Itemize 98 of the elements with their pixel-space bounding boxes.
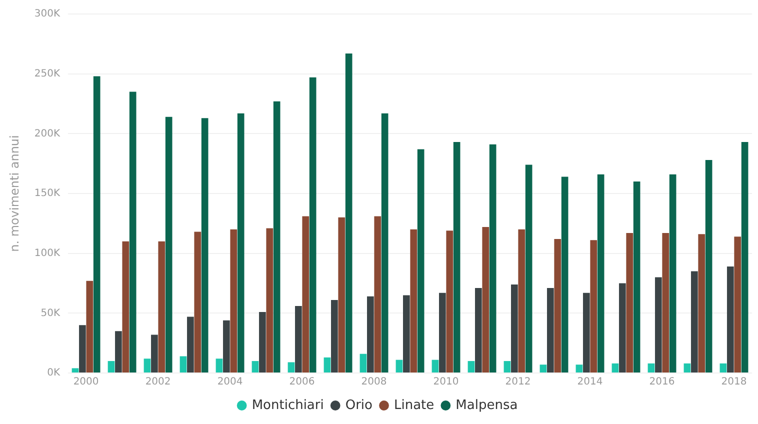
bar	[698, 234, 706, 372]
bar	[273, 101, 280, 372]
bar	[554, 238, 562, 372]
y-tick-label: 150K	[34, 188, 60, 200]
bar	[180, 356, 187, 372]
bar	[662, 232, 670, 372]
legend-label: Montichiari	[252, 398, 324, 413]
bar	[690, 271, 698, 372]
bar	[546, 288, 554, 372]
bar	[302, 216, 310, 372]
bar	[475, 288, 482, 372]
bar	[324, 357, 331, 372]
bar	[266, 228, 274, 372]
x-tick-label: 2016	[649, 376, 675, 388]
bar	[158, 241, 166, 372]
bar	[597, 174, 604, 372]
x-tick-label: 2012	[505, 376, 531, 388]
bar	[734, 236, 742, 372]
bar	[525, 164, 532, 372]
bar	[374, 216, 382, 372]
y-tick-label: 300K	[34, 8, 60, 20]
y-tick-label: 100K	[34, 248, 60, 259]
bar	[338, 217, 346, 372]
bar	[144, 358, 151, 372]
bar	[331, 300, 338, 372]
bar	[122, 241, 130, 372]
y-tick-label: 200K	[34, 128, 60, 140]
bar	[367, 296, 374, 372]
bar	[86, 280, 94, 372]
bar	[237, 113, 244, 372]
bar	[72, 368, 79, 372]
bar	[396, 360, 403, 372]
y-tick-label: 250K	[34, 68, 60, 80]
bar	[576, 364, 583, 372]
bar	[741, 142, 748, 372]
x-tick-label: 2014	[577, 376, 603, 388]
bar	[453, 142, 460, 372]
bar	[669, 174, 676, 372]
bar	[410, 229, 418, 372]
bar	[561, 176, 568, 372]
bar	[216, 358, 223, 372]
bar	[446, 230, 454, 372]
bar	[612, 363, 619, 372]
bar	[115, 331, 122, 372]
bar	[345, 53, 352, 372]
bar	[626, 232, 634, 372]
bar	[259, 312, 266, 372]
bar	[381, 113, 388, 372]
bar	[633, 182, 640, 372]
bar	[194, 232, 202, 372]
bar	[618, 283, 626, 372]
bar	[439, 292, 446, 372]
legend-label: Linate	[394, 398, 434, 413]
bar	[705, 160, 712, 372]
bar	[504, 361, 511, 372]
x-tick-label: 2018	[721, 376, 747, 388]
x-tick-label: 2004	[217, 376, 243, 388]
y-tick-label: 50K	[40, 308, 60, 319]
bar	[288, 362, 295, 372]
bar	[223, 320, 230, 372]
bar	[590, 240, 598, 372]
bar	[489, 144, 496, 372]
bar	[165, 116, 172, 372]
bar	[482, 227, 490, 372]
legend-label: Malpensa	[456, 398, 518, 413]
bar	[79, 325, 86, 372]
bar	[684, 363, 691, 372]
bar	[129, 92, 136, 372]
legend-label: Orio	[345, 398, 373, 413]
bar	[720, 363, 727, 372]
bar	[648, 363, 655, 372]
bar	[518, 229, 526, 372]
bar	[151, 334, 158, 372]
bar	[468, 361, 475, 372]
bar	[582, 292, 590, 372]
bar	[108, 361, 115, 372]
y-tick-label: 0K	[47, 368, 60, 379]
bar	[309, 77, 316, 372]
bar	[295, 306, 302, 372]
bar	[726, 266, 734, 372]
bar	[201, 118, 208, 372]
bar	[540, 364, 547, 372]
bar	[252, 361, 259, 372]
bar	[360, 354, 367, 372]
x-tick-label: 2008	[361, 376, 387, 388]
bar	[93, 76, 100, 372]
x-tick-label: 2000	[73, 376, 99, 388]
bar	[432, 360, 439, 372]
y-axis-title: n. movimenti annui	[7, 135, 22, 252]
x-tick-label: 2006	[289, 376, 315, 388]
bar	[654, 277, 662, 372]
bar	[403, 295, 410, 372]
bar	[510, 284, 518, 372]
bar	[417, 149, 424, 372]
bar	[230, 229, 238, 372]
x-tick-label: 2010	[433, 376, 459, 388]
x-tick-label: 2002	[145, 376, 171, 388]
bar	[187, 316, 194, 372]
